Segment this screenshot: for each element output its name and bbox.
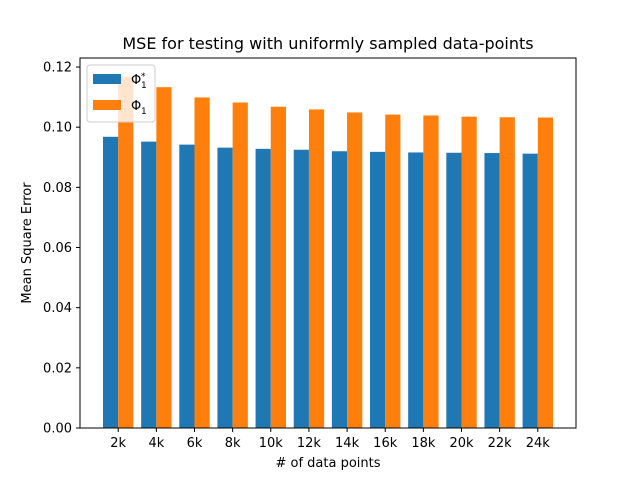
y-axis-ticks: 0.00 0.02 0.04 0.06 0.08 0.10 0.12 — [43, 61, 80, 437]
plot-frame — [79, 57, 577, 429]
x-tick-label: 22k — [488, 436, 513, 451]
x-tick-label: 2k — [110, 436, 126, 451]
bar-phi1-star-2k — [103, 136, 119, 428]
x-tick-label: 6k — [187, 436, 203, 451]
legend-label: Φ* 1 — [131, 72, 147, 91]
x-tick-label: 20k — [449, 436, 474, 451]
bar-phi1-16k — [385, 114, 401, 429]
bar-phi1-20k — [461, 116, 477, 428]
bar-phi1-star-18k — [408, 152, 424, 428]
bar-phi1-star-8k — [217, 147, 233, 428]
legend: Φ* 1Φ1 — [86, 64, 156, 123]
y-tick-label: 0.06 — [43, 241, 72, 256]
bar-phi1-star-24k — [522, 153, 538, 428]
x-tick-label: 12k — [297, 436, 322, 451]
x-tick-label: 16k — [373, 436, 398, 451]
bar-phi1-6k — [194, 97, 210, 428]
x-tick-label: 8k — [225, 436, 241, 451]
bar-phi1-12k — [308, 109, 325, 428]
bar-phi1-14k — [347, 112, 363, 428]
bar-phi1-star-16k — [370, 151, 386, 428]
bar-phi1-star-14k — [331, 151, 348, 428]
bar-phi1-8k — [232, 102, 248, 429]
y-tick-label: 0.08 — [43, 181, 72, 196]
bar-phi1-star-10k — [255, 148, 271, 428]
y-tick-label: 0.12 — [43, 61, 72, 76]
x-tick-label: 24k — [526, 436, 551, 451]
x-tick-label: 10k — [259, 436, 284, 451]
bar-phi1-star-4k — [141, 141, 157, 428]
bar-phi1-star-6k — [179, 144, 195, 428]
bar-phi1-4k — [156, 87, 172, 429]
bar-phi1-22k — [499, 117, 515, 428]
bar-phi1-2k — [118, 76, 134, 429]
chart-title: MSE for testing with uniformly sampled d… — [122, 34, 533, 53]
bars-group — [103, 76, 553, 429]
bar-phi1-star-20k — [446, 152, 462, 428]
bar-phi1-10k — [270, 106, 286, 428]
x-axis-ticks: 2k 4k 6k 8k 10k 12k 14k 16k 18k 20k 22k 24k — [110, 428, 550, 451]
legend-label: Φ1 — [131, 99, 147, 117]
legend-swatch — [93, 74, 121, 84]
x-tick-label: 4k — [148, 436, 164, 451]
x-tick-label: 18k — [411, 436, 436, 451]
x-axis-label: # of data points — [275, 456, 380, 471]
y-tick-label: 0.10 — [43, 121, 72, 136]
y-tick-label: 0.00 — [43, 422, 72, 437]
bar-phi1-star-22k — [484, 153, 500, 428]
bar-phi1-24k — [537, 117, 553, 428]
bar-phi1-star-12k — [293, 149, 309, 428]
x-tick-label: 14k — [335, 436, 360, 451]
legend-swatch — [93, 100, 121, 110]
y-axis-label: Mean Square Error — [20, 182, 35, 304]
y-tick-label: 0.02 — [43, 361, 72, 376]
bar-phi1-18k — [423, 115, 439, 429]
y-tick-label: 0.04 — [43, 301, 72, 316]
